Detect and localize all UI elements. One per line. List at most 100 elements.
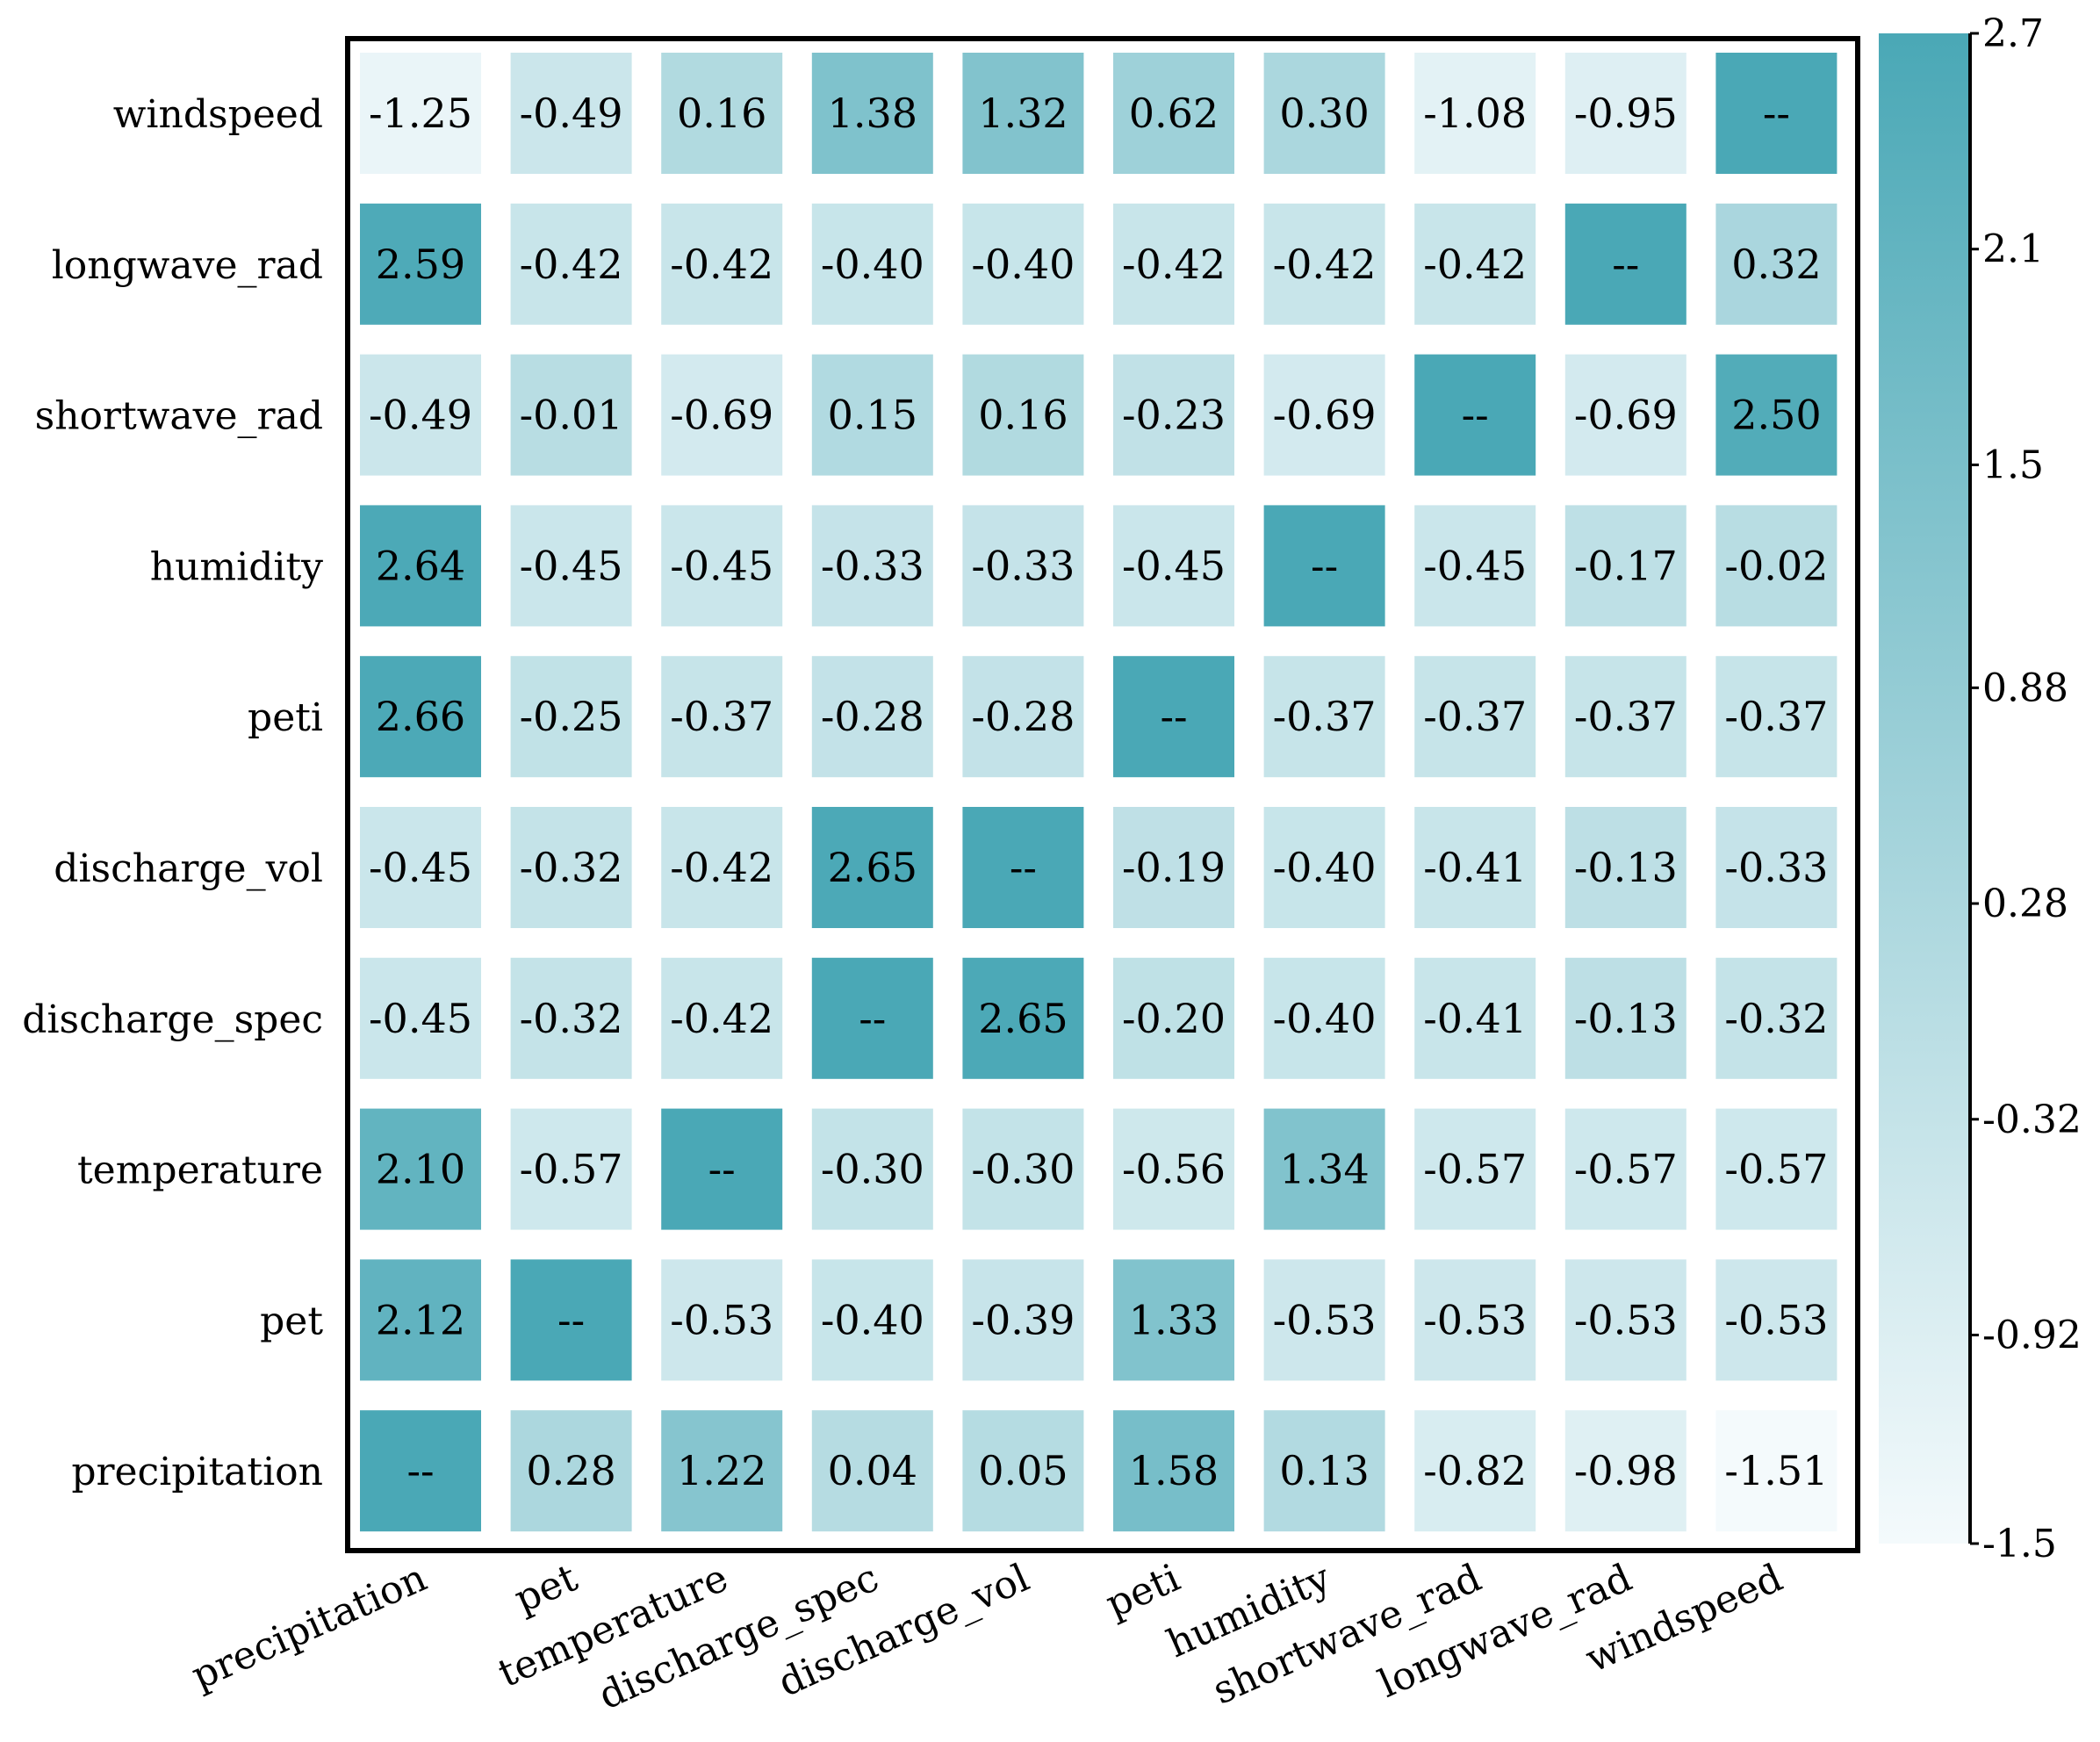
heatmap-cell bbox=[811, 656, 933, 778]
cell-value-label: -0.42 bbox=[670, 241, 773, 288]
cell-value-label: -0.17 bbox=[1574, 542, 1678, 589]
heatmap-cell bbox=[1564, 203, 1686, 325]
colorbar-tick-label: -0.92 bbox=[1982, 1313, 2082, 1357]
colorbar-tick-label: 1.5 bbox=[1982, 443, 2044, 487]
heatmap-cell bbox=[811, 957, 933, 1079]
cell-value-label: -0.40 bbox=[821, 1296, 924, 1343]
heatmap-cell bbox=[1564, 505, 1686, 627]
heatmap-cell bbox=[510, 354, 632, 476]
heatmap-cell bbox=[1414, 1410, 1536, 1532]
heatmap-cell bbox=[1715, 505, 1838, 627]
heatmap-cell bbox=[360, 1259, 481, 1381]
colorbar-tick-label: 2.1 bbox=[1982, 227, 2044, 272]
cell-value-label: -0.33 bbox=[1724, 844, 1828, 891]
heatmap-cell bbox=[1113, 354, 1234, 476]
heatmap-cell bbox=[1113, 957, 1234, 1079]
heatmap-cells: -1.25 -0.49 0.16 1.38 1.32 0.62 0.30 -1.08 -0.95… bbox=[360, 53, 1838, 1532]
cell-value-label: -0.49 bbox=[520, 90, 623, 137]
cell-value-label: -1.08 bbox=[1423, 90, 1527, 137]
cell-value-label: 0.16 bbox=[677, 90, 766, 137]
cell-value-label: -- bbox=[859, 995, 886, 1042]
heatmap-cell bbox=[1564, 1259, 1686, 1381]
cell-value-label: -0.42 bbox=[670, 995, 773, 1042]
y-tick-label: discharge_vol bbox=[54, 846, 323, 891]
y-tick-label: humidity bbox=[150, 544, 323, 589]
cell-value-label: -0.37 bbox=[1574, 693, 1678, 740]
cell-value-label: -0.45 bbox=[369, 995, 472, 1042]
heatmap-cell bbox=[1414, 1259, 1536, 1381]
x-tick-label: pet bbox=[508, 1555, 585, 1622]
heatmap-cell bbox=[1564, 1410, 1686, 1532]
heatmap-cell bbox=[510, 505, 632, 627]
heatmap-cell bbox=[962, 354, 1084, 476]
heatmap-cell bbox=[1715, 1108, 1838, 1230]
heatmap-cell bbox=[661, 1259, 783, 1381]
cell-value-label: 0.13 bbox=[1279, 1447, 1369, 1494]
colorbar-tick-label: 0.88 bbox=[1982, 666, 2068, 710]
cell-value-label: 2.65 bbox=[978, 995, 1068, 1042]
cell-value-label: -- bbox=[1612, 241, 1639, 288]
cell-value-label: -0.42 bbox=[670, 844, 773, 891]
x-tick-label: peti bbox=[1099, 1555, 1186, 1627]
heatmap-cell bbox=[962, 1259, 1084, 1381]
cell-value-label: -- bbox=[1010, 844, 1037, 891]
cell-value-label: 1.22 bbox=[677, 1447, 766, 1494]
cell-value-label: -0.53 bbox=[670, 1296, 773, 1343]
heatmap-cell bbox=[962, 53, 1084, 174]
cell-value-label: -0.32 bbox=[1724, 995, 1828, 1042]
heatmap-cell bbox=[661, 1410, 783, 1532]
x-tick-label: longwave_rad bbox=[1372, 1555, 1638, 1706]
cell-value-label: 2.65 bbox=[828, 844, 917, 891]
heatmap-cell bbox=[962, 957, 1084, 1079]
heatmap-cell bbox=[1564, 53, 1686, 174]
cell-value-label: 1.32 bbox=[978, 90, 1068, 137]
y-tick-label: windspeed bbox=[113, 92, 323, 137]
cell-value-label: -0.69 bbox=[1574, 392, 1678, 439]
heatmap-cell bbox=[360, 807, 481, 928]
cell-value-label: -0.82 bbox=[1423, 1447, 1527, 1494]
heatmap-cell bbox=[1263, 354, 1385, 476]
cell-value-label: -- bbox=[1763, 90, 1790, 137]
heatmap-cell bbox=[1263, 807, 1385, 928]
cell-value-label: -0.19 bbox=[1122, 844, 1226, 891]
cell-value-label: -0.41 bbox=[1423, 844, 1527, 891]
heatmap-cell bbox=[811, 1410, 933, 1532]
cell-value-label: -- bbox=[708, 1146, 736, 1193]
heatmap-cell bbox=[1263, 53, 1385, 174]
cell-value-label: 1.58 bbox=[1129, 1447, 1219, 1494]
colorbar-tick-label: 0.28 bbox=[1982, 882, 2068, 926]
cell-value-label: -0.40 bbox=[971, 241, 1075, 288]
cell-value-label: -0.69 bbox=[670, 392, 773, 439]
heatmap-cell bbox=[1715, 354, 1838, 476]
heatmap-cell bbox=[1263, 656, 1385, 778]
cell-value-label: 2.10 bbox=[376, 1146, 465, 1193]
cell-value-label: -1.25 bbox=[369, 90, 472, 137]
cell-value-label: 0.32 bbox=[1731, 241, 1821, 288]
heatmap-cell bbox=[1414, 53, 1536, 174]
cell-value-label: 2.59 bbox=[376, 241, 465, 288]
heatmap-cell bbox=[510, 1410, 632, 1532]
heatmap-cell bbox=[360, 656, 481, 778]
heatmap-cell bbox=[1715, 1259, 1838, 1381]
x-axis-labels: precipitation pettemperaturedischarge_spe… bbox=[185, 1555, 1789, 1718]
heatmap-cell bbox=[962, 1410, 1084, 1532]
heatmap-cell bbox=[811, 1108, 933, 1230]
heatmap-cell bbox=[811, 203, 933, 325]
cell-value-label: -0.13 bbox=[1574, 844, 1678, 891]
heatmap-cell bbox=[510, 203, 632, 325]
heatmap-cell bbox=[1715, 957, 1838, 1079]
heatmap-cell bbox=[510, 807, 632, 928]
heatmap-cell bbox=[1715, 53, 1838, 174]
y-tick-label: longwave_rad bbox=[52, 243, 323, 288]
heatmap-cell bbox=[1113, 807, 1234, 928]
cell-value-label: -0.45 bbox=[1423, 542, 1527, 589]
cell-value-label: -0.20 bbox=[1122, 995, 1226, 1042]
cell-value-label: -0.53 bbox=[1574, 1296, 1678, 1343]
heatmap-cell bbox=[1263, 1259, 1385, 1381]
cell-value-label: -0.13 bbox=[1574, 995, 1678, 1042]
cell-value-label: -0.33 bbox=[821, 542, 924, 589]
heatmap-cell bbox=[360, 354, 481, 476]
cell-value-label: -0.98 bbox=[1574, 1447, 1678, 1494]
cell-value-label: 1.38 bbox=[828, 90, 917, 137]
heatmap-cell bbox=[510, 656, 632, 778]
